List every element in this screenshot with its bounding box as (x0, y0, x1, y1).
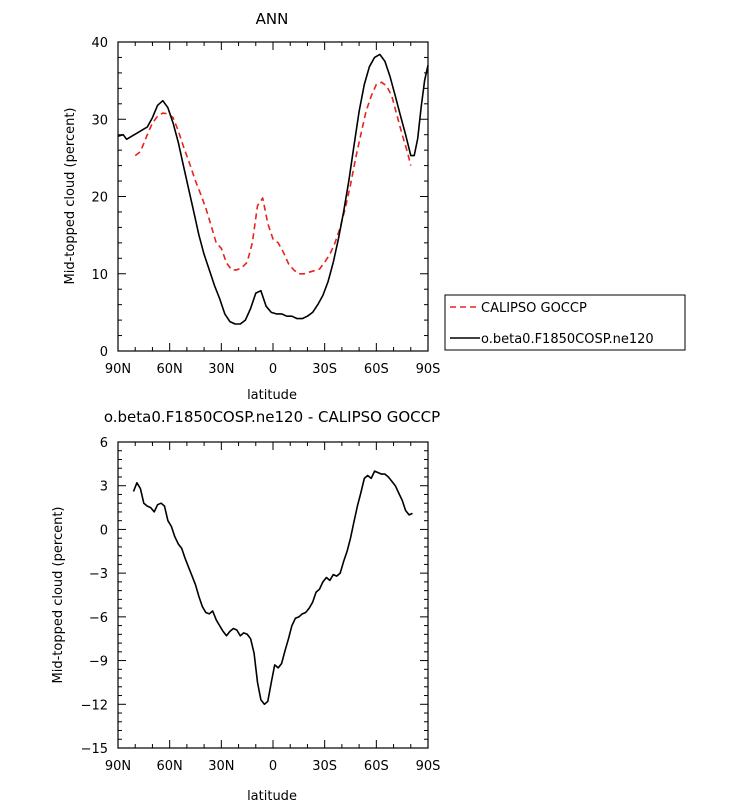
y-tick-label: 6 (100, 436, 108, 451)
y-tick-label: −9 (89, 655, 108, 670)
y-tick-label: 30 (91, 113, 108, 128)
plot-frame-bottom (117, 441, 429, 749)
y-tick-label: −12 (81, 698, 108, 713)
y-tick-label: −6 (89, 611, 108, 626)
x-tick-label: 60S (364, 362, 389, 377)
x-tick-label: 0 (269, 759, 277, 774)
legend-label-calipso: CALIPSO GOCCP (481, 301, 587, 316)
legend-label-model: o.beta0.F1850COSP.ne120 (481, 332, 654, 347)
panel-difference: o.beta0.F1850COSP.ne120 - CALIPSO GOCCP … (51, 408, 440, 804)
panel-title-bottom: o.beta0.F1850COSP.ne120 - CALIPSO GOCCP (104, 408, 440, 426)
x-tick-label: 90N (105, 362, 131, 377)
legend-box (444, 294, 686, 351)
series-group-bottom (132, 470, 413, 706)
x-axis-label-top: latitude (247, 388, 297, 403)
x-axis-label-bottom: latitude (247, 789, 297, 804)
x-tick-label: 60N (157, 362, 183, 377)
series-line-calipso-goccp (134, 81, 412, 275)
y-tick-label: 40 (91, 36, 108, 51)
x-tick-label: 30S (312, 759, 337, 774)
x-tick-label: 30N (208, 362, 234, 377)
x-tick-label: 90S (416, 362, 441, 377)
x-tick-label: 30S (312, 362, 337, 377)
x-tick-label: 90S (416, 759, 441, 774)
y-axis-label-bottom: Mid-topped cloud (percent) (51, 507, 66, 684)
axis-ticks-bottom: 90N 60N 30N 0 30S 60S 90S −15 −12 −9 −6 −3 0 3 6 (81, 436, 441, 774)
y-tick-label: 10 (91, 268, 108, 283)
y-tick-label: 3 (100, 480, 108, 495)
panel-title-top: ANN (256, 10, 289, 28)
y-tick-label: 0 (100, 523, 108, 538)
x-tick-label: 60S (364, 759, 389, 774)
plot-frame-top (117, 41, 429, 352)
y-tick-label: 20 (91, 191, 108, 206)
x-tick-label: 0 (269, 362, 277, 377)
series-line-difference (132, 470, 413, 706)
panel-annual-mean: ANN Mid-topped cloud (percent) latitude … (63, 10, 440, 403)
y-tick-label: −15 (81, 742, 108, 757)
y-tick-label: 0 (100, 345, 108, 360)
series-line-o-beta0-f1850cosp-ne120 (117, 53, 429, 325)
x-tick-label: 30N (208, 759, 234, 774)
y-axis-label-top: Mid-topped cloud (percent) (63, 108, 78, 285)
series-group-top (117, 53, 429, 325)
y-tick-label: −3 (89, 567, 108, 582)
x-tick-label: 90N (105, 759, 131, 774)
axis-ticks-top: 90N 60N 30N 0 30S 60S 90S 0 10 20 30 40 (91, 36, 440, 377)
legend: CALIPSO GOCCP o.beta0.F1850COSP.ne120 (444, 294, 686, 351)
x-tick-label: 60N (157, 759, 183, 774)
